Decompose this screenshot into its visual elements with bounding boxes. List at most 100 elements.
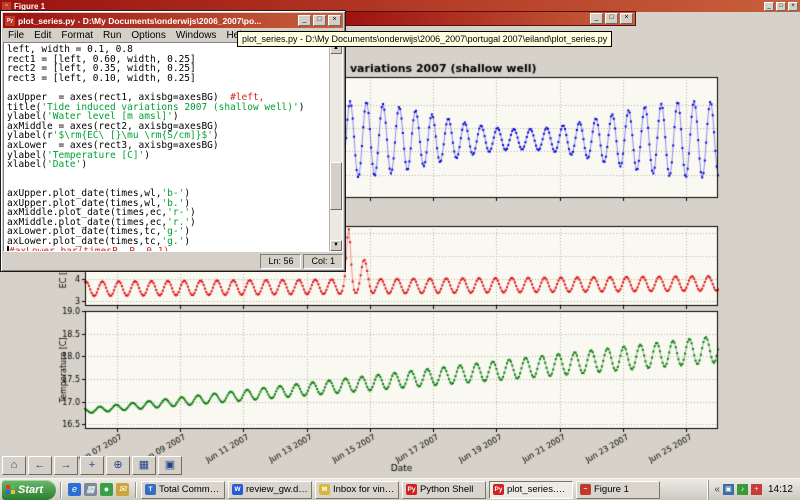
code-editor-content[interactable]: left, width = 0.1, 0.8 rect1 = [left, 0.6… xyxy=(4,43,329,251)
code-line: left, width = 0.1, 0.8 xyxy=(7,44,133,55)
column-indicator: Col: 1 xyxy=(303,254,343,269)
task-button-label: review_gw.doc ... xyxy=(246,484,308,495)
subplots-icon[interactable]: ▦ xyxy=(132,456,156,475)
editor-window: Py plot_series.py - D:\My Documents\onde… xyxy=(0,10,346,272)
idle-icon: Py xyxy=(5,15,15,26)
editor-scrollbar[interactable]: ▲ ▼ xyxy=(329,43,342,251)
forward-icon[interactable]: → xyxy=(54,456,78,475)
minimize-button[interactable]: _ xyxy=(764,1,774,11)
quick-launch: e ▦ ● ✉ xyxy=(64,483,133,496)
restore-button[interactable]: □ xyxy=(313,15,326,26)
quicklaunch-desktop-icon[interactable]: ▦ xyxy=(84,483,97,496)
code-line: axMiddle.plot_date(times,ec,'r.') xyxy=(7,216,196,228)
scrollbar-thumb[interactable] xyxy=(330,161,342,211)
task-button-label: Total Commande... xyxy=(159,484,221,495)
menu-windows[interactable]: Windows xyxy=(175,29,217,41)
shell-window-controls: _ □ × xyxy=(590,13,635,24)
taskbar-divider xyxy=(135,481,137,498)
editor-menubar: File Edit Format Run Options Windows Help xyxy=(1,28,345,42)
python-shell-window-titlebar[interactable]: _ □ × xyxy=(340,11,636,26)
scroll-down-icon[interactable]: ▼ xyxy=(330,240,342,251)
restore-button[interactable]: □ xyxy=(776,1,786,11)
code-line: ylabel(r'$\rm{EC\ [}\mu \rm{S/cm]}$') xyxy=(7,130,219,142)
task-button-python-shell-icon: Py xyxy=(406,484,417,495)
start-button[interactable]: Start xyxy=(2,479,56,500)
task-button-label: Figure 1 xyxy=(594,484,629,495)
task-button-inbox-icon: ✉ xyxy=(319,484,330,495)
quicklaunch-mail-icon[interactable]: ✉ xyxy=(116,483,129,496)
quicklaunch-media-icon[interactable]: ● xyxy=(100,483,113,496)
task-button-plot-series-icon: Py xyxy=(493,484,504,495)
task-button-label: Python Shell xyxy=(420,484,474,495)
code-line: axLower = axes(rect3, axisbg=axesBG) xyxy=(7,139,219,151)
figure-window-titlebar[interactable]: ~ Figure 1 _ □ × xyxy=(0,0,800,12)
line-indicator: Ln: 56 xyxy=(260,254,302,269)
task-button-python-shell[interactable]: Py Python Shell xyxy=(402,480,486,499)
code-line: axUpper = axes(rect1, axisbg=axesBG) #le… xyxy=(7,91,265,103)
menu-format[interactable]: Format xyxy=(61,29,94,41)
text-cursor xyxy=(7,246,9,251)
task-button-label: Inbox for vince... xyxy=(333,484,395,495)
save-icon[interactable]: ▣ xyxy=(158,456,182,475)
code-line: axUpper.plot_date(times,wl,'b-') xyxy=(7,187,191,199)
menu-help[interactable]: Help xyxy=(221,29,252,42)
code-line: #axLower.bar(timesP, P, 0.1) xyxy=(7,246,329,251)
task-button-inbox[interactable]: ✉Inbox for vince... xyxy=(315,480,399,499)
close-button[interactable]: × xyxy=(788,1,798,11)
menu-edit[interactable]: Edit xyxy=(34,29,52,41)
path-tooltip: plot_series.py - D:\My Documents\onderwi… xyxy=(237,31,613,47)
close-button[interactable]: × xyxy=(620,13,633,24)
menu-run[interactable]: Run xyxy=(103,29,122,41)
tray-chevron-icon[interactable]: « xyxy=(714,484,720,495)
menu-options[interactable]: Options xyxy=(131,29,166,41)
code-line: axLower.plot_date(times,tc,'g-') xyxy=(7,226,191,238)
start-label: Start xyxy=(18,483,44,496)
tray-icons: «▣ ♪ + xyxy=(714,484,762,495)
scrollbar-track[interactable] xyxy=(330,54,342,240)
code-line xyxy=(7,170,329,180)
system-tray: «▣ ♪ + 14:12 xyxy=(708,479,800,500)
figure-window-title: Figure 1 xyxy=(14,1,46,11)
editor-statusbar: Ln: 56 Col: 1 xyxy=(3,254,343,269)
zoom-icon[interactable]: ⊕ xyxy=(106,456,130,475)
code-line: ylabel('Water level [m amsl]') xyxy=(7,111,179,123)
task-button-figure-1-icon: ~ xyxy=(580,484,591,495)
editor-window-titlebar[interactable]: Py plot_series.py - D:\My Documents\onde… xyxy=(3,13,343,28)
close-button[interactable]: × xyxy=(328,15,341,26)
code-line: axUpper.plot_date(times,wl,'b.') xyxy=(7,197,191,209)
task-button-total-commander-icon: T xyxy=(145,484,156,495)
editor-text-area[interactable]: left, width = 0.1, 0.8 rect1 = [left, 0.6… xyxy=(3,42,343,252)
code-line: axMiddle = axes(rect2, axisbg=axesBG) xyxy=(7,120,219,132)
restore-button[interactable]: □ xyxy=(605,13,618,24)
task-button-review-doc-icon: W xyxy=(232,484,243,495)
back-icon[interactable]: ← xyxy=(28,456,52,475)
code-line: axMiddle.plot_date(times,ec,'r-') xyxy=(7,207,196,219)
code-line: rect3 = [left, 0.10, width, 0.25] xyxy=(7,72,196,84)
pan-icon[interactable]: + xyxy=(80,456,104,475)
code-line: title('Tide induced variations 2007 (sha… xyxy=(7,101,305,113)
menu-file[interactable]: File xyxy=(8,29,25,41)
tray-shield-icon[interactable]: + xyxy=(750,484,762,495)
minimize-button[interactable]: _ xyxy=(298,15,311,26)
task-button-figure-1[interactable]: ~ Figure 1 xyxy=(576,480,660,499)
tray-volume-icon[interactable]: ♪ xyxy=(736,484,748,495)
code-line: rect1 = [left, 0.60, width, 0.25] xyxy=(7,53,196,65)
tray-display-icon[interactable]: ▣ xyxy=(722,484,734,495)
home-icon[interactable]: ⌂ xyxy=(2,456,26,475)
editor-window-controls: _ □ × xyxy=(298,15,343,26)
tray-clock: 14:12 xyxy=(767,484,793,495)
task-button-label: plot_series.py ... xyxy=(507,484,569,495)
editor-window-title: plot_series.py - D:\My Documents\onderwi… xyxy=(18,15,262,26)
minimize-button[interactable]: _ xyxy=(590,13,603,24)
quicklaunch-ie-icon[interactable]: e xyxy=(68,483,81,496)
windows-flag-icon xyxy=(6,485,15,494)
code-line: axLower.plot_date(times,tc,'g.') xyxy=(7,235,191,247)
code-line: ylabel('Temperature [C]') xyxy=(7,149,151,161)
code-line: xlabel('Date') xyxy=(7,159,88,171)
